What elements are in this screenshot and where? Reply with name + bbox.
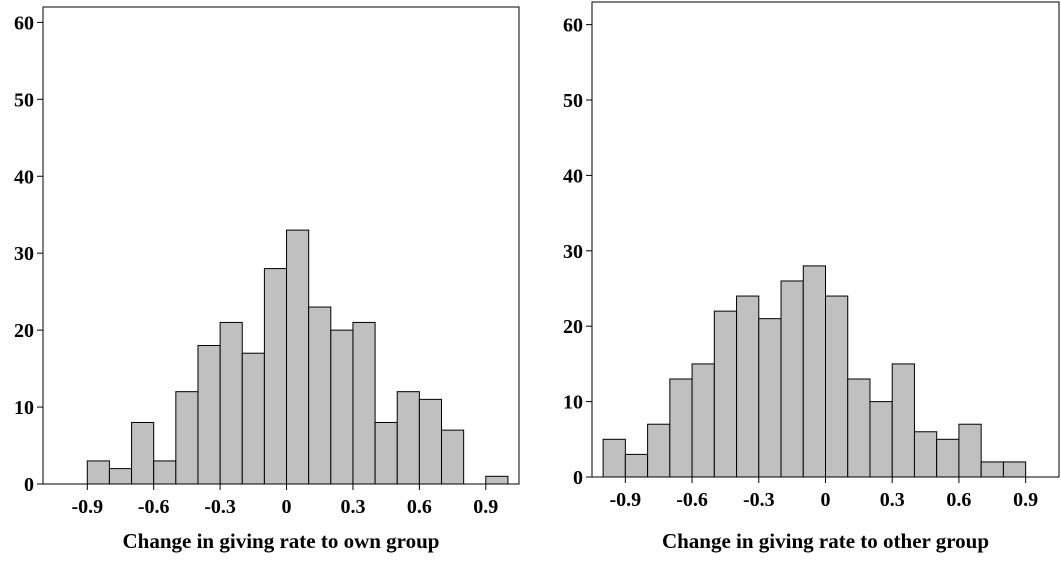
histogram-bar — [802, 265, 826, 478]
histogram-other-group: 0 10 20 30 40 50 60 -0.9 -0.6 -0.3 0 0.3 0.6 0.9 Chang… — [563, 1, 1060, 553]
y-tick-label: 10 — [563, 392, 583, 414]
histogram-bar — [241, 352, 265, 485]
histogram-bar — [691, 363, 715, 478]
histogram-bar — [713, 310, 738, 478]
y-tick-label: 30 — [14, 243, 34, 265]
y-tick-label: 20 — [563, 316, 583, 338]
y-tick-label: 10 — [14, 397, 34, 419]
x-tick-label: -0.3 — [743, 489, 775, 511]
histogram-bar — [780, 280, 804, 478]
y-tick-label: 50 — [563, 90, 583, 112]
histogram-bar — [669, 378, 693, 478]
histogram-bar — [374, 421, 398, 485]
histogram-bar — [913, 431, 938, 478]
y-tick-label: 30 — [563, 241, 583, 263]
histogram-bar — [396, 391, 420, 485]
histogram-bar — [352, 321, 376, 485]
histogram-bar — [108, 468, 133, 485]
histogram-bar — [175, 391, 199, 485]
histogram-bar — [936, 438, 960, 478]
x-axis-label: Change in giving rate to other group — [662, 529, 989, 553]
y-tick-label: 60 — [563, 15, 583, 37]
x-tick-label: 0.9 — [1013, 489, 1038, 511]
x-tick-label: 0 — [282, 496, 292, 518]
histogram-bar — [197, 345, 221, 485]
y-tick-label: 0 — [573, 467, 583, 489]
histogram-bar — [263, 268, 288, 485]
y-tick-label: 40 — [563, 165, 583, 187]
histogram-bar — [758, 318, 782, 478]
histogram-bar — [418, 398, 443, 485]
histogram-bar — [86, 460, 110, 485]
x-tick-label: 0.3 — [340, 496, 365, 518]
histogram-bar — [153, 460, 177, 485]
histogram-bar — [485, 475, 509, 485]
x-tick-label: -0.6 — [676, 489, 708, 511]
histogram-bar — [647, 423, 671, 478]
histogram-bar — [219, 321, 243, 485]
y-tick-label: 60 — [14, 12, 34, 34]
y-tick-label: 50 — [14, 89, 34, 111]
histogram-bar — [958, 423, 982, 478]
histogram-bar — [736, 295, 760, 478]
histogram-own-group: 0 10 20 30 40 50 60 -0.9 -0.6 -0.3 0 0.3 0.6 0.9 Chang… — [14, 6, 520, 553]
histogram-bar — [286, 229, 310, 485]
y-tick-label: 40 — [14, 166, 34, 188]
histogram-bar — [1002, 461, 1027, 478]
x-tick-label: -0.9 — [610, 489, 642, 511]
x-tick-label: -0.9 — [71, 496, 103, 518]
x-tick-label: 0.6 — [407, 496, 432, 518]
y-tick-label: 0 — [24, 474, 34, 496]
histogram-bar — [441, 429, 465, 485]
histogram-bar — [980, 461, 1004, 478]
x-tick-label: 0.3 — [880, 489, 905, 511]
histogram-bar — [308, 306, 332, 485]
histogram-bar — [624, 453, 649, 478]
histogram-bar — [602, 438, 626, 478]
x-tick-label: -0.3 — [204, 496, 236, 518]
histogram-bar — [847, 378, 871, 478]
x-axis-label: Change in giving rate to own group — [123, 529, 440, 553]
x-tick-label: 0.9 — [473, 496, 498, 518]
histogram-bar — [330, 329, 354, 485]
x-tick-label: 0.6 — [946, 489, 971, 511]
y-tick-label: 20 — [14, 320, 34, 342]
histogram-bar — [891, 363, 915, 478]
histogram-bar — [825, 295, 849, 478]
histogram-bar — [869, 401, 893, 478]
x-tick-label: 0 — [821, 489, 831, 511]
histogram-bar — [131, 421, 155, 485]
x-tick-label: -0.6 — [138, 496, 170, 518]
